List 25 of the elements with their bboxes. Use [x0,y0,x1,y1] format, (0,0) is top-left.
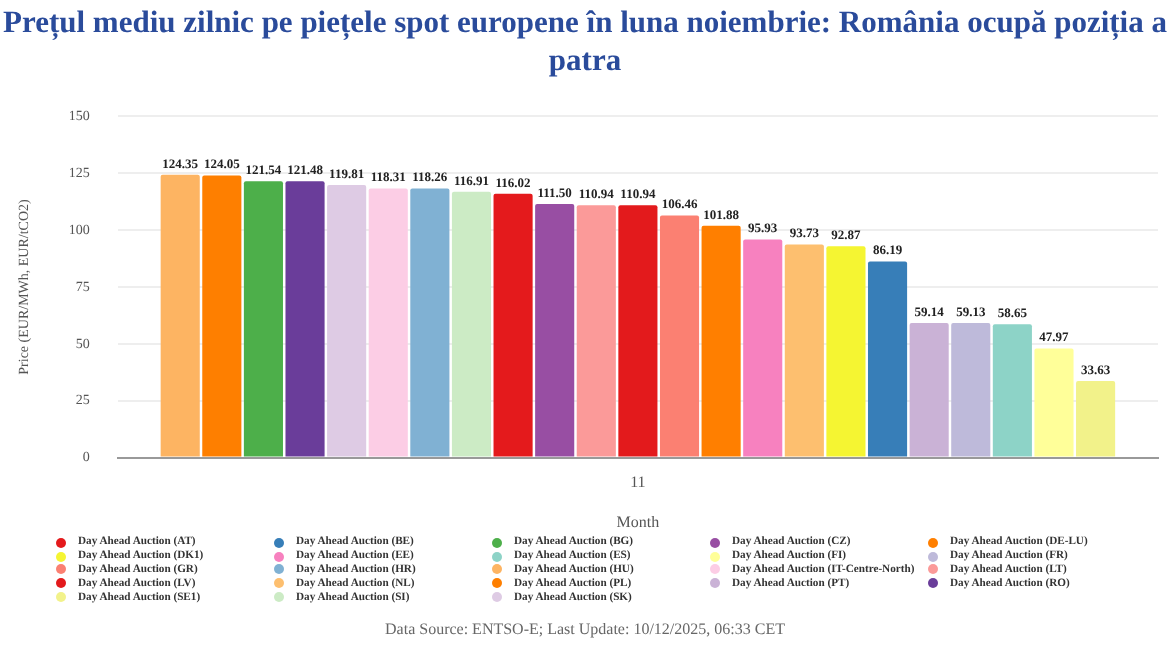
source-note: Data Source: ENTSO-E; Last Update: 10/12/2025, 06:33 CET [383,620,787,638]
bar [659,215,700,457]
bar [867,261,908,457]
bar [576,205,616,457]
bar [701,225,741,457]
bar [992,324,1032,457]
bar [743,239,783,457]
bar [160,174,200,457]
bar [327,185,367,457]
bar [451,191,492,457]
bar [618,205,658,457]
bar [285,181,325,457]
bar [243,181,283,457]
x-tick-label: 11 [630,473,646,492]
bar [784,244,824,457]
x-axis-title: Month [616,512,660,531]
bar [368,188,408,457]
bar [410,188,450,457]
bar [535,203,575,457]
bar [202,175,242,457]
chart-title: Prețul mediu zilnic pe piețele spot europene în luna noiembrie: România ocupă poziția a patra [1,4,1169,80]
bar [1034,348,1074,457]
bar [493,193,533,457]
bar [826,246,866,457]
bar [1076,381,1116,457]
